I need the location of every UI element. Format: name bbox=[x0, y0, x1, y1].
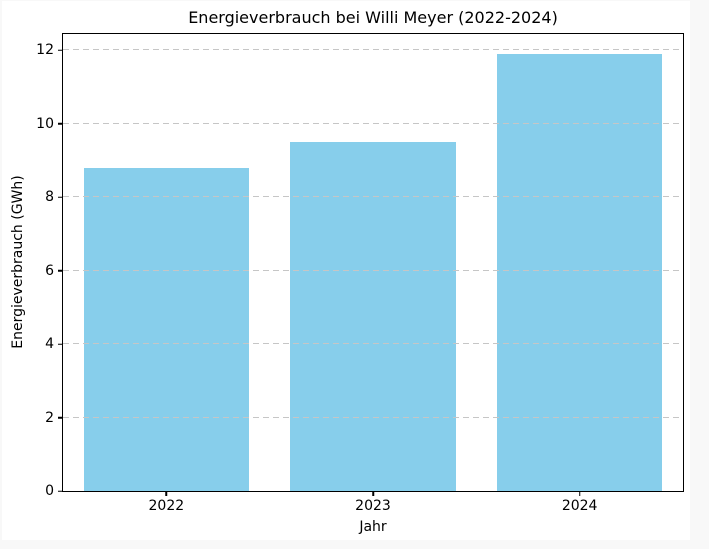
gridline bbox=[63, 416, 683, 418]
y-tick-label: 8 bbox=[45, 189, 54, 206]
chart-figure: Energieverbrauch bei Willi Meyer (2022-2… bbox=[2, 1, 690, 540]
y-tick-mark bbox=[58, 416, 63, 419]
y-tick-mark bbox=[58, 343, 63, 345]
x-axis-label: Jahr bbox=[359, 519, 387, 535]
x-tick-mark bbox=[578, 491, 581, 496]
y-tick-mark bbox=[58, 122, 63, 125]
y-tick-label: 0 bbox=[45, 483, 54, 499]
x-tick-label: 2022 bbox=[148, 498, 185, 514]
bar bbox=[83, 167, 249, 491]
x-tick-label: 2023 bbox=[355, 498, 391, 514]
gridline bbox=[63, 196, 683, 198]
x-tick-label: 2024 bbox=[561, 498, 598, 514]
y-tick-label: 4 bbox=[45, 336, 54, 353]
y-axis-label: Energieverbrauch (GWh) bbox=[10, 175, 26, 349]
gridline bbox=[63, 269, 683, 271]
y-tick-label: 6 bbox=[45, 262, 54, 279]
y-tick-label: 2 bbox=[45, 409, 54, 426]
y-tick-mark bbox=[58, 49, 63, 51]
y-tick-label: 12 bbox=[36, 42, 54, 59]
bar bbox=[497, 53, 663, 491]
y-tick-label: 10 bbox=[36, 115, 54, 132]
x-tick-mark bbox=[165, 491, 168, 496]
x-tick-mark bbox=[372, 491, 374, 496]
bar bbox=[290, 142, 456, 491]
gridline bbox=[63, 49, 683, 51]
chart-title: Energieverbrauch bei Willi Meyer (2022-2… bbox=[188, 8, 558, 27]
y-tick-mark bbox=[58, 196, 63, 198]
plot-area: 0 2 4 6 8 10 12 2022 2023 2024 bbox=[36, 33, 684, 514]
y-tick-mark bbox=[58, 490, 63, 492]
y-tick-mark bbox=[58, 269, 63, 272]
gridline bbox=[63, 122, 683, 124]
gridline bbox=[63, 343, 683, 345]
